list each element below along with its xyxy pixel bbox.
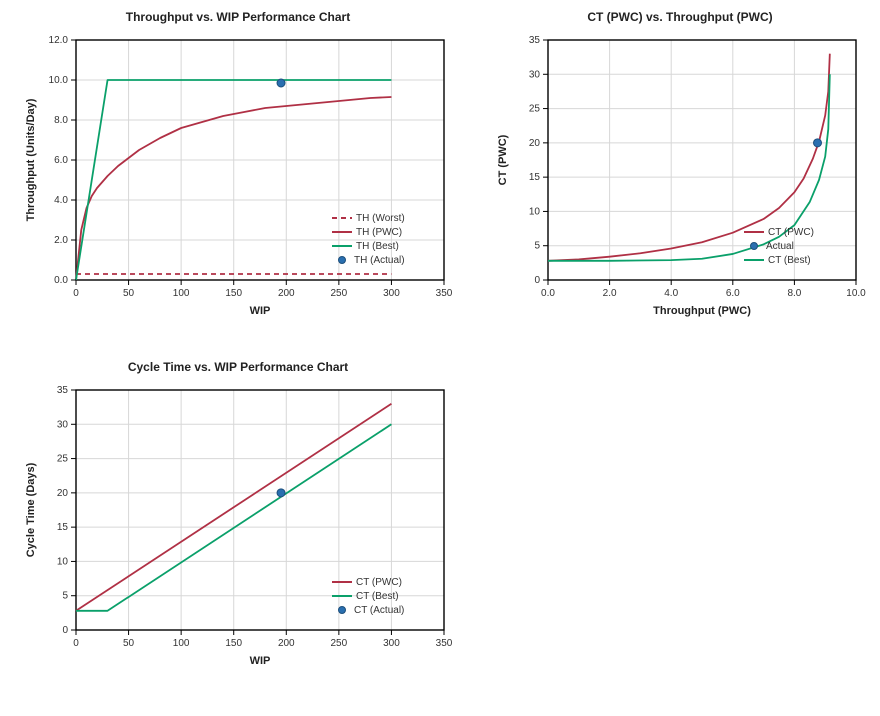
chart-title-tr: CT (PWC) vs. Throughput (PWC) (490, 8, 870, 26)
svg-text:10.0: 10.0 (49, 75, 69, 86)
svg-text:25: 25 (529, 104, 541, 115)
svg-text:0.0: 0.0 (54, 275, 68, 286)
svg-text:350: 350 (436, 288, 453, 299)
svg-text:6.0: 6.0 (54, 155, 68, 166)
marker-actual (277, 489, 285, 497)
svg-text:10: 10 (529, 206, 541, 217)
marker-actual (277, 79, 285, 87)
throughput-vs-wip-chart: 0 50 100 150 200 250 300 350 0.0 2.0 4.0 6.0 8.0 10.0… (18, 26, 458, 326)
legend: CT (PWC) CT (Best) CT (Actual) (328, 574, 438, 624)
legend: CT (PWC) Actual CT (Best) (740, 224, 850, 274)
ct-vs-throughput-chart: 0.0 2.0 4.0 6.0 8.0 10.0 0 5 10 15 20 25 30 35 Through… (490, 26, 870, 326)
svg-text:250: 250 (331, 288, 348, 299)
svg-text:50: 50 (123, 638, 135, 649)
svg-text:5: 5 (62, 591, 68, 602)
svg-text:CT (Best): CT (Best) (356, 591, 399, 602)
svg-text:35: 35 (529, 35, 541, 46)
svg-text:30: 30 (57, 419, 69, 430)
svg-text:300: 300 (383, 638, 400, 649)
svg-text:CT (Actual): CT (Actual) (354, 605, 404, 616)
svg-text:15: 15 (529, 172, 541, 183)
svg-text:30: 30 (529, 69, 541, 80)
svg-text:TH (Best): TH (Best) (356, 241, 399, 252)
svg-text:8.0: 8.0 (787, 288, 801, 299)
svg-text:2.0: 2.0 (603, 288, 617, 299)
svg-text:CT (Best): CT (Best) (768, 255, 811, 266)
svg-text:350: 350 (436, 638, 453, 649)
svg-text:0: 0 (73, 288, 79, 299)
svg-text:6.0: 6.0 (726, 288, 740, 299)
svg-text:35: 35 (57, 385, 69, 396)
svg-text:CT (PWC): CT (PWC) (356, 577, 402, 588)
chart-title-bl: Cycle Time vs. WIP Performance Chart (18, 358, 458, 376)
svg-text:15: 15 (57, 522, 69, 533)
charts-page: { "colors": { "bg": "#ffffff", "axis": "… (0, 0, 880, 716)
svg-text:10: 10 (57, 556, 69, 567)
svg-text:20: 20 (57, 488, 69, 499)
svg-text:200: 200 (278, 638, 295, 649)
ct-vs-throughput-panel: CT (PWC) vs. Throughput (PWC) 0.0 2.0 4.0 6… (490, 8, 870, 328)
svg-text:150: 150 (225, 288, 242, 299)
svg-text:0: 0 (534, 275, 540, 286)
svg-text:5: 5 (534, 241, 540, 252)
svg-text:150: 150 (225, 638, 242, 649)
svg-text:8.0: 8.0 (54, 115, 68, 126)
svg-text:TH (PWC): TH (PWC) (356, 227, 402, 238)
svg-text:TH (Worst): TH (Worst) (356, 213, 405, 224)
svg-text:12.0: 12.0 (49, 35, 69, 46)
svg-text:300: 300 (383, 288, 400, 299)
svg-text:25: 25 (57, 454, 69, 465)
legend: TH (Worst) TH (PWC) TH (Best) TH (Actual) (328, 210, 438, 274)
y-axis-label: Throughput (Units/Day) (25, 98, 37, 221)
x-axis-label: Throughput (PWC) (653, 305, 751, 317)
svg-text:10.0: 10.0 (846, 288, 866, 299)
svg-text:2.0: 2.0 (54, 235, 68, 246)
svg-text:4.0: 4.0 (54, 195, 68, 206)
svg-text:CT (PWC): CT (PWC) (768, 227, 814, 238)
svg-text:0: 0 (73, 638, 79, 649)
svg-text:20: 20 (529, 138, 541, 149)
svg-text:TH (Actual): TH (Actual) (354, 255, 405, 266)
x-axis-label: WIP (250, 305, 271, 317)
svg-text:50: 50 (123, 288, 135, 299)
x-axis-label: WIP (250, 655, 271, 667)
cycletime-vs-wip-panel: Cycle Time vs. WIP Performance Chart 050… (18, 358, 458, 678)
svg-text:100: 100 (173, 288, 190, 299)
svg-text:200: 200 (278, 288, 295, 299)
svg-text:0.0: 0.0 (541, 288, 555, 299)
svg-text:250: 250 (331, 638, 348, 649)
throughput-vs-wip-panel: Throughput vs. WIP Performance Chart 0 50… (18, 8, 458, 328)
svg-text:4.0: 4.0 (664, 288, 678, 299)
y-axis-label: Cycle Time (Days) (25, 462, 37, 557)
chart-title-tl: Throughput vs. WIP Performance Chart (18, 8, 458, 26)
y-axis-label: CT (PWC) (497, 134, 509, 185)
svg-text:0: 0 (62, 625, 68, 636)
cycletime-vs-wip-chart: 0 50 100 150 200 250 300 350 0 5 10 15 20 25 30 35 WIP Cy… (18, 376, 458, 676)
svg-text:Actual: Actual (766, 241, 794, 252)
marker-actual (814, 139, 822, 147)
svg-text:100: 100 (173, 638, 190, 649)
